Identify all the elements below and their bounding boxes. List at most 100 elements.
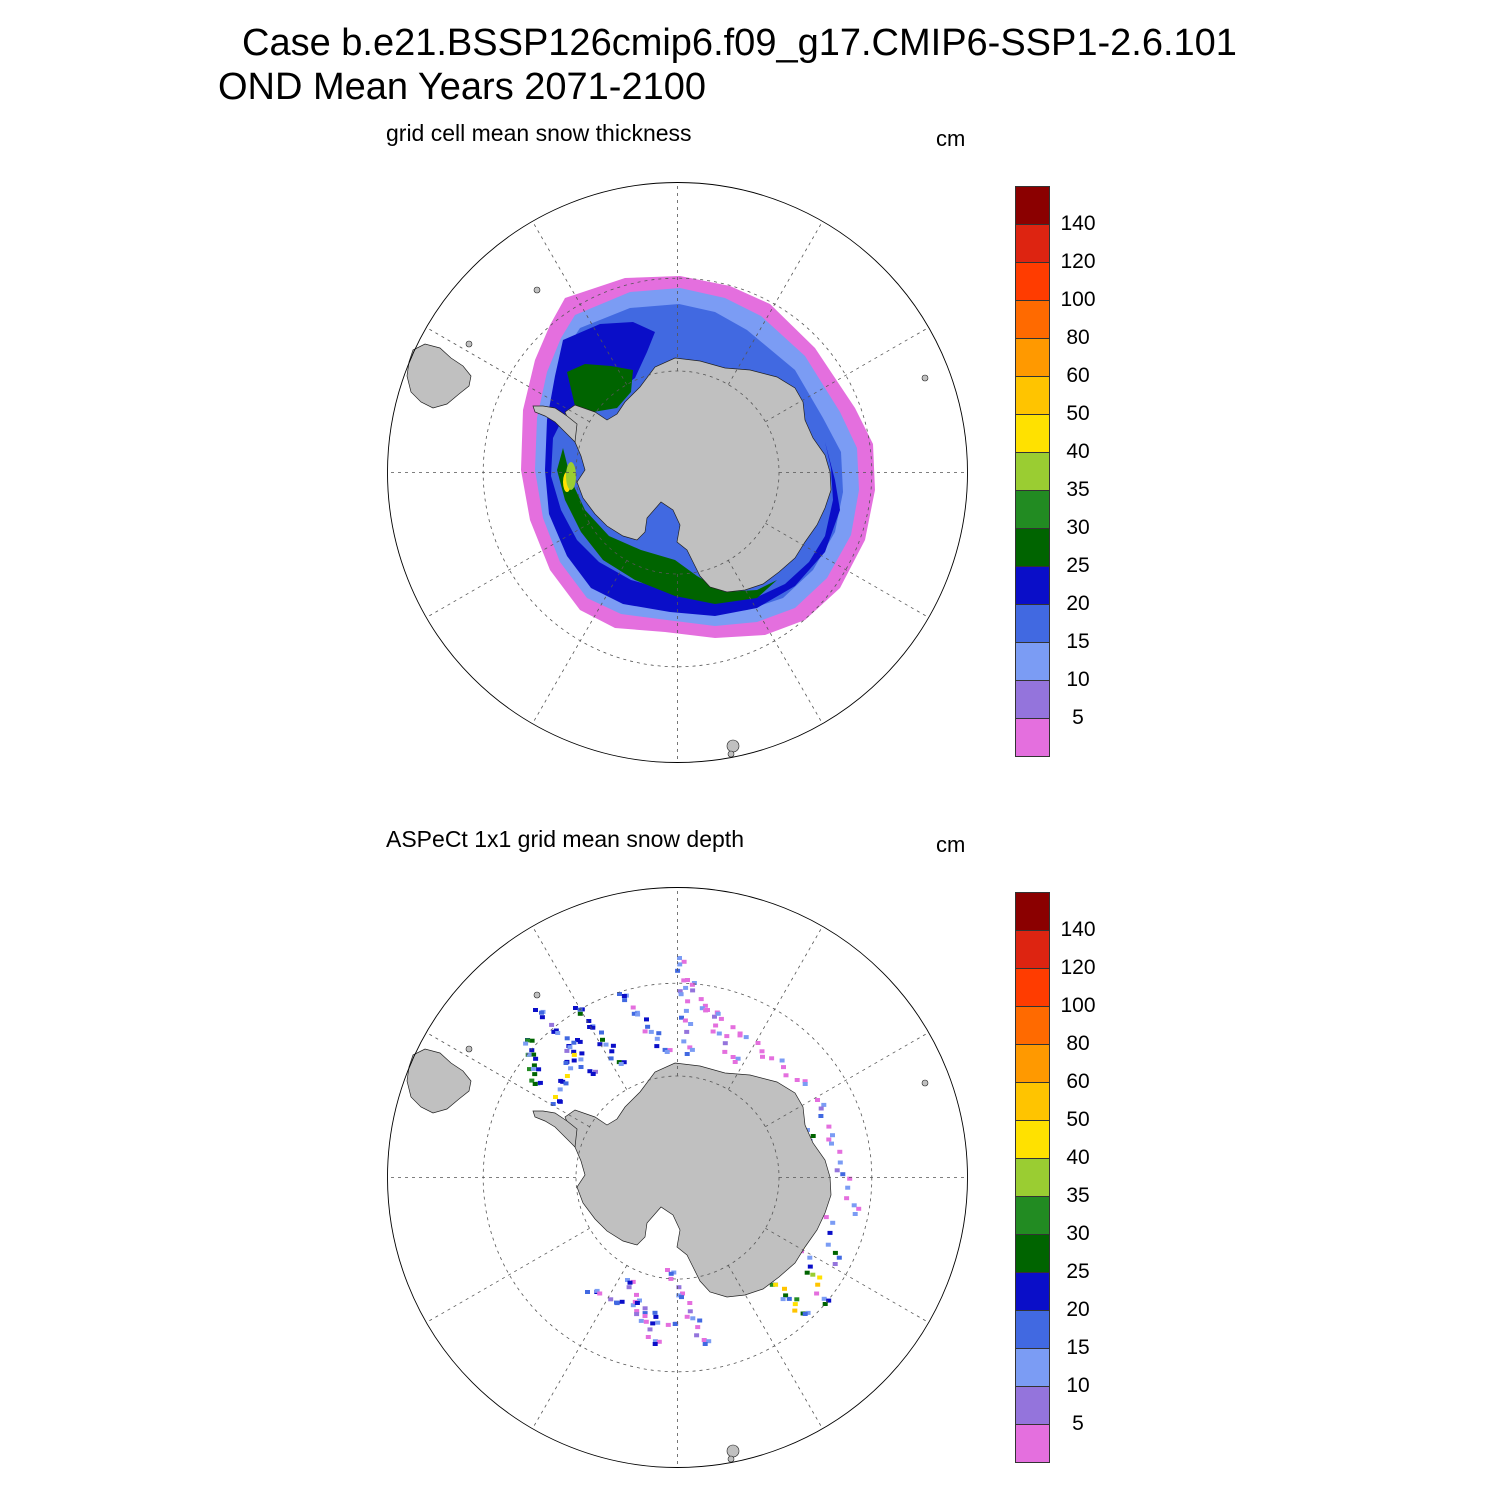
snow-band-20cm <box>545 322 840 616</box>
colorbar-tick-label: 60 <box>1066 364 1090 387</box>
island <box>921 374 929 382</box>
obs-cell <box>635 1012 641 1017</box>
obs-cell <box>732 1060 738 1064</box>
obs-cell <box>826 1137 832 1142</box>
map-boundary <box>387 887 968 1468</box>
obs-cell <box>815 1098 820 1102</box>
obs-cell <box>676 1285 682 1290</box>
obs-cell <box>822 1302 828 1306</box>
obs-cell <box>526 1052 532 1057</box>
obs-cell <box>780 1297 786 1302</box>
obs-cell <box>539 1015 545 1020</box>
south-america-tip <box>406 1048 472 1114</box>
meridian-line <box>765 1227 929 1323</box>
obs-cell <box>530 1066 536 1071</box>
island <box>465 340 473 348</box>
snow-band-25cm-ross <box>557 448 777 604</box>
obs-cell <box>827 1230 833 1235</box>
colorbar-tick-label: 100 <box>1060 288 1096 311</box>
obs-cell <box>792 1308 798 1313</box>
obs-cell <box>573 1006 578 1010</box>
colorbar-tick-label: 35 <box>1066 478 1090 501</box>
obs-cell <box>578 1065 584 1069</box>
obs-cell <box>665 1322 671 1327</box>
colorbar-tick-label: 15 <box>1066 1336 1090 1359</box>
obs-cell <box>722 1041 728 1046</box>
obs-cell <box>683 1008 689 1013</box>
obs-cell <box>621 994 627 998</box>
obs-cell <box>652 1342 658 1346</box>
panel-obs: ASPeCt 1x1 grid mean snow depth cm 5 10 15… <box>0 0 1500 1468</box>
obs-cell <box>701 1338 707 1342</box>
obs-cell <box>685 978 690 982</box>
obs-cell <box>683 985 689 990</box>
obs-cell <box>689 982 695 987</box>
colorbar-swatch <box>1015 1386 1050 1425</box>
obs-cell <box>590 1025 596 1030</box>
colorbar-swatch <box>1015 1044 1050 1083</box>
obs-cell <box>702 1342 708 1346</box>
obs-cell <box>637 1298 642 1303</box>
obs-cell <box>769 1056 775 1061</box>
obs-cell <box>551 1029 557 1034</box>
obs-cell <box>532 1082 538 1086</box>
obs-cell <box>575 1038 580 1042</box>
obs-cell <box>821 1102 827 1107</box>
obs-cell <box>832 1262 838 1266</box>
antarctica-continent <box>564 1062 832 1298</box>
units-label-model: cm <box>936 126 966 151</box>
obs-cell <box>555 1031 561 1035</box>
obs-cell <box>609 1049 615 1054</box>
obs-cell <box>759 1049 765 1054</box>
obs-cell <box>836 1255 842 1260</box>
colorbar-swatch <box>1015 490 1050 529</box>
obs-cell <box>832 1250 838 1255</box>
obs-cell <box>531 1052 537 1057</box>
colorbar-tick-label: 40 <box>1066 440 1090 463</box>
panel-title-model: grid cell mean snow thickness <box>386 120 692 146</box>
obs-cell <box>537 1080 543 1085</box>
colorbar-tick-label: 140 <box>1060 918 1096 941</box>
antarctica-landmass <box>406 286 929 758</box>
obs-cell <box>699 1006 705 1011</box>
obs-cell <box>715 1011 721 1016</box>
colorbar-swatch <box>1015 604 1050 643</box>
obs-cell <box>802 1079 808 1084</box>
obs-cell <box>656 1339 662 1344</box>
obs-cell <box>654 1044 660 1049</box>
obs-cell <box>539 1010 544 1015</box>
island <box>465 1045 473 1053</box>
meridian-line <box>727 926 823 1090</box>
obs-cell <box>685 999 691 1004</box>
obs-cell <box>577 1011 583 1016</box>
obs-cell <box>782 1286 787 1291</box>
obs-cell <box>713 1023 719 1028</box>
obs-cell <box>550 1102 556 1106</box>
obs-cell <box>627 1280 633 1285</box>
island <box>727 1455 735 1463</box>
obs-cell <box>821 1296 827 1301</box>
colorbar-swatch <box>1015 1120 1050 1159</box>
obs-cell <box>779 1058 785 1063</box>
colorbar-swatch <box>1015 1272 1050 1311</box>
obs-cell <box>684 1029 690 1034</box>
obs-cell <box>730 1055 736 1059</box>
obs-cell <box>642 1311 648 1316</box>
obs-cell <box>810 1134 816 1138</box>
colorbar-swatch <box>1015 892 1050 931</box>
obs-cell <box>687 1301 693 1305</box>
obs-cell <box>630 1279 636 1284</box>
obs-cell <box>610 1043 616 1048</box>
obs-cell <box>794 1297 800 1302</box>
obs-cell <box>826 1298 832 1303</box>
obs-cell <box>847 1176 853 1181</box>
obs-cell <box>783 1293 789 1298</box>
obs-cell <box>655 1320 661 1325</box>
obs-cell <box>560 1079 566 1084</box>
obs-cell <box>625 1278 630 1282</box>
obs-cell <box>680 1291 685 1296</box>
obs-cell <box>840 1172 846 1177</box>
obs-cell <box>564 1048 570 1053</box>
obs-cell <box>823 1215 829 1220</box>
obs-cell <box>802 1312 808 1316</box>
